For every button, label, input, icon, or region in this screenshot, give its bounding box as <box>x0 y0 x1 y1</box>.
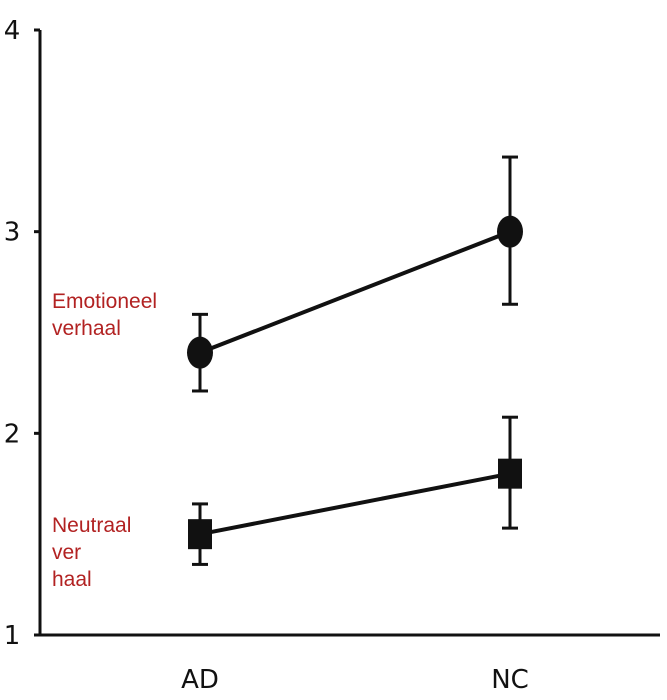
data-point-square <box>498 458 522 489</box>
x-axis-labels: AD NC <box>181 665 529 695</box>
series-label-line: ver <box>52 541 81 564</box>
y-axis-ticks: 1 2 3 4 <box>4 16 40 651</box>
series-label-line: verhaal <box>52 317 121 340</box>
series-2 <box>188 415 522 566</box>
data-point-circle <box>497 215 523 248</box>
y-tick-label: 2 <box>4 419 21 449</box>
series-line <box>199 229 511 355</box>
series-label-line: haal <box>52 568 92 591</box>
y-tick-label: 4 <box>4 16 21 46</box>
y-tick-label: 1 <box>4 621 21 651</box>
data-point-circle <box>187 336 213 369</box>
series-group <box>187 155 523 566</box>
axes <box>38 30 660 637</box>
y-tick-label: 3 <box>4 218 21 248</box>
x-category-label: NC <box>491 665 529 695</box>
data-point-square <box>188 519 212 550</box>
x-category-label: AD <box>181 665 219 695</box>
series-line <box>199 471 511 537</box>
series-1 <box>187 155 523 393</box>
series-label-line: Neutraal <box>52 514 131 537</box>
series-label-line: Emotioneel <box>52 290 157 313</box>
